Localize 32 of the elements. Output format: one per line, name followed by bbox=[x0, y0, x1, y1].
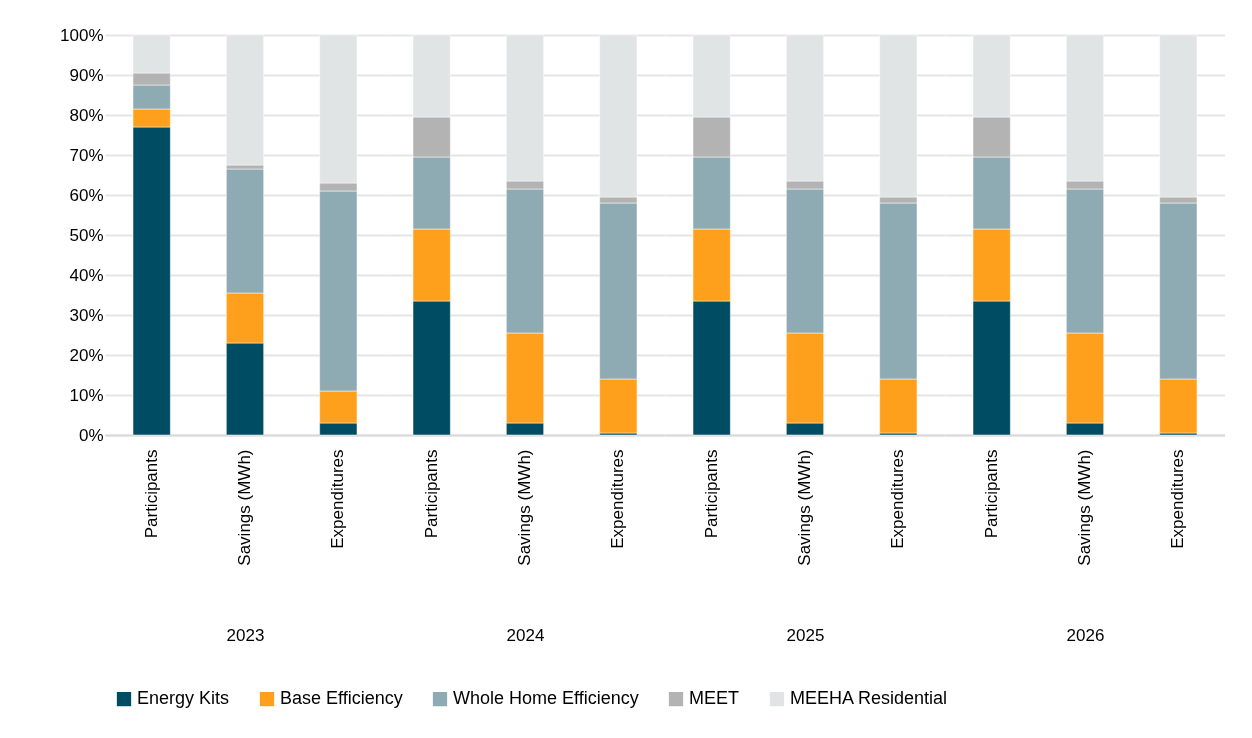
y-tick-label: 10% bbox=[69, 385, 104, 405]
y-tick-label: 0% bbox=[78, 425, 104, 445]
x-tick-label: Expenditures bbox=[1168, 449, 1188, 549]
x-axis-title: 2026 bbox=[1066, 625, 1105, 645]
legend-label: MEET bbox=[689, 688, 740, 709]
x-tick-label: Participants bbox=[421, 449, 441, 539]
x-tick-label: Participants bbox=[141, 449, 161, 539]
y-tick-label: 60% bbox=[69, 185, 104, 205]
y-tick-label: 50% bbox=[69, 225, 104, 245]
x-tick-label: Savings (MWh) bbox=[1075, 449, 1094, 566]
x-axis-title: 2024 bbox=[506, 625, 545, 645]
y-tick-label: 30% bbox=[69, 305, 104, 325]
x-tick-label: Expenditures bbox=[328, 449, 348, 549]
x-tick-label: Savings (MWh) bbox=[795, 449, 814, 566]
legend-label: Base Efficiency bbox=[280, 688, 403, 709]
x-tick-label: Savings (MWh) bbox=[235, 449, 254, 566]
legend-label: MEEHA Residential bbox=[790, 688, 948, 709]
legend-label: Whole Home Efficiency bbox=[453, 688, 639, 709]
y-tick-label: 80% bbox=[69, 105, 104, 125]
x-tick-label: Participants bbox=[981, 449, 1001, 539]
y-tick-label: 20% bbox=[69, 345, 104, 365]
x-tick-label: Participants bbox=[701, 449, 721, 539]
x-axis-title: 2023 bbox=[226, 625, 265, 645]
y-tick-label: 90% bbox=[69, 65, 104, 85]
y-tick-label: 40% bbox=[69, 265, 104, 285]
x-axis-title: 2025 bbox=[786, 625, 825, 645]
legend-label: Energy Kits bbox=[137, 688, 230, 709]
x-tick-label: Expenditures bbox=[888, 449, 908, 549]
x-tick-label: Expenditures bbox=[608, 449, 628, 549]
x-tick-label: Savings (MWh) bbox=[515, 449, 534, 566]
y-tick-label: 70% bbox=[69, 145, 104, 165]
y-tick-label: 100% bbox=[60, 25, 104, 45]
